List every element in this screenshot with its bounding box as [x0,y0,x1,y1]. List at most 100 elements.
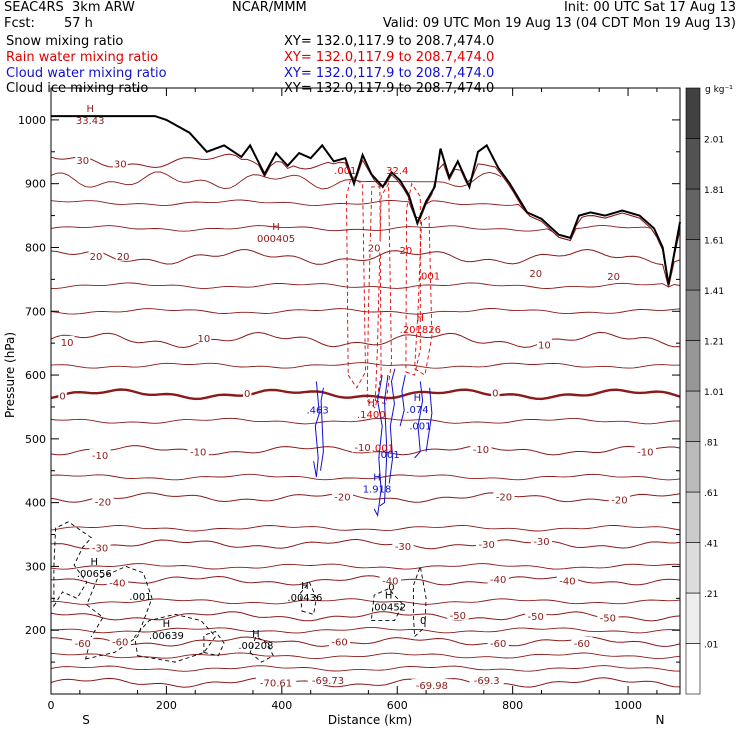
rain-contour-label-1: .001 [372,444,394,455]
y-tick-label-3: 500 [25,433,46,446]
cloud-water-contour-6 [425,387,433,452]
colorbar-bin-10 [685,138,701,190]
snow-max-value-4: .00656 [77,569,112,580]
isotherm-label-21: -20 [334,492,350,503]
snow-contours [53,521,427,663]
colorbar-unit: g kg⁻¹ [705,85,733,95]
isotherm-label-26-bg [352,441,374,453]
colorbar-label-2: .41 [704,540,718,550]
rain-contour-4 [414,214,433,376]
snow-max-value-1: .00639 [149,631,184,642]
axes: 0 200 400 600 800 100020030040050060070080090… [18,87,681,712]
snow-contour-label-0: .001 [129,592,151,603]
rain-contour-1 [366,186,382,410]
snow-contour-1 [84,565,153,660]
x-tick-label-5: 1000 [614,699,642,712]
isotherm-label-8-bg [571,636,593,648]
isotherm-label-1: -69.73 [312,676,344,687]
snow-max-mark-2: H [301,581,309,592]
colorbar-label-6: 1.21 [704,338,724,348]
isotherm-label-36-bg [115,249,131,261]
x-tick-label-4: 800 [502,699,523,712]
colorbar-bin-3 [685,491,701,543]
isotherm-20 [50,248,681,288]
snow-max-mark-0: H [252,629,260,640]
isotherm-label-13-bg [379,574,401,586]
colorbar-bin-2 [685,542,701,594]
isotherm-label-24-bg [89,448,111,460]
isotherm-label-34-bg [536,338,552,350]
isotherm-label-19: -30 [533,537,549,548]
isotherm-label-28: -10 [637,448,653,459]
isotherm-label-25-bg [187,445,209,457]
rain-contour-label-2: .001 [418,271,440,282]
colorbar-label-5: 1.01 [704,388,724,398]
isotherm-label-7-bg [487,636,509,648]
isotherm-label-3-bg [469,673,504,685]
x-axis-left-end: S [82,713,90,727]
colorbar-label-3: .61 [704,489,718,499]
isotherm-intermediate-3 [51,598,681,605]
y-tick-label-7: 900 [25,178,46,191]
isotherm-label-38: 20 [529,269,542,280]
isotherm-label-13: -40 [382,576,398,587]
isotherm-label-19-bg [530,534,553,546]
colorbar-label-7: 1.41 [704,287,724,297]
rain-contour-2 [374,182,392,405]
colorbar-bin-4 [685,441,701,493]
y-tick-label-2: 400 [25,497,46,510]
colorbar-bin-11 [685,87,701,139]
snow-field-xy: XY= 132.0,117.9 to 208.7,474.0 [284,34,495,49]
isotherm-label-32-bg [59,335,75,347]
isotherm-label-15: -40 [559,576,575,587]
isotherm-label-18-bg [476,538,498,550]
temp-extremum-value-0: 000405 [257,234,295,245]
isotherm-label-11: -50 [600,613,616,624]
rain-field-xy: XY= 132.0,117.9 to 208.7,474.0 [284,50,495,65]
rain-field-label: Rain water mixing ratio [6,50,159,65]
cloud-water-max-mark-1: H [414,393,422,404]
x-tick-label-2: 400 [271,699,292,712]
isotherm-label-29-bg [58,389,67,401]
x-axis-title: Distance (km) [328,713,412,727]
rain-contour-3 [405,182,421,376]
isotherm-label-37-bg [366,241,382,253]
y-axis-title: Pressure (hPa) [3,332,17,418]
isotherm-label-15-bg [556,574,579,586]
isotherm-label-39-bg [606,270,622,282]
isotherm-0 [50,388,681,401]
rain-max-mark-1: H [417,313,425,324]
forecast-label: Fcst: [4,16,35,31]
snow-contour-0 [53,521,93,608]
x-tick-label-3: 600 [387,699,408,712]
isotherm-label-35: 20 [90,252,103,263]
isotherm-label-22-bg [493,490,515,502]
isotherm-m40 [51,575,681,586]
cloud-water-contours [313,368,433,518]
isotherm-intermediate-11 [50,225,681,288]
cloud-water-contour-label-1: .001 [409,421,431,432]
isotherm-label-17-bg [392,540,414,552]
isotherm-label-27-bg [470,443,492,455]
cloud-water-contour-4 [388,368,396,484]
colorbar-bin-6 [685,340,701,392]
isotherm-label-4-bg [72,636,94,648]
isotherm-label-12: -40 [109,578,125,589]
snow-field-label: Snow mixing ratio [6,34,124,49]
y-tick-label-5: 700 [25,305,46,318]
snow-max-mark-3: H [385,591,393,602]
isotherm-label-40-bg [75,154,91,166]
isotherm-intermediate-4 [50,563,681,570]
rain-max-mark-0: H [368,398,376,409]
isotherm-label-37: 20 [368,243,381,254]
forecast-hours: 57 h [64,16,93,31]
snow-max-value-0: .00208 [238,641,273,652]
isotherm-label-12-bg [106,576,128,588]
cloud-water-contour-3 [379,375,389,507]
colorbar-label-9: 1.81 [704,186,724,196]
isotherm-intermediate-7 [50,417,680,425]
snow-contour-2 [134,613,217,663]
isotherm-label-6: -60 [331,638,347,649]
snow-contour-label-1: 0 [388,583,394,594]
isotherm-label-6-bg [328,635,351,647]
